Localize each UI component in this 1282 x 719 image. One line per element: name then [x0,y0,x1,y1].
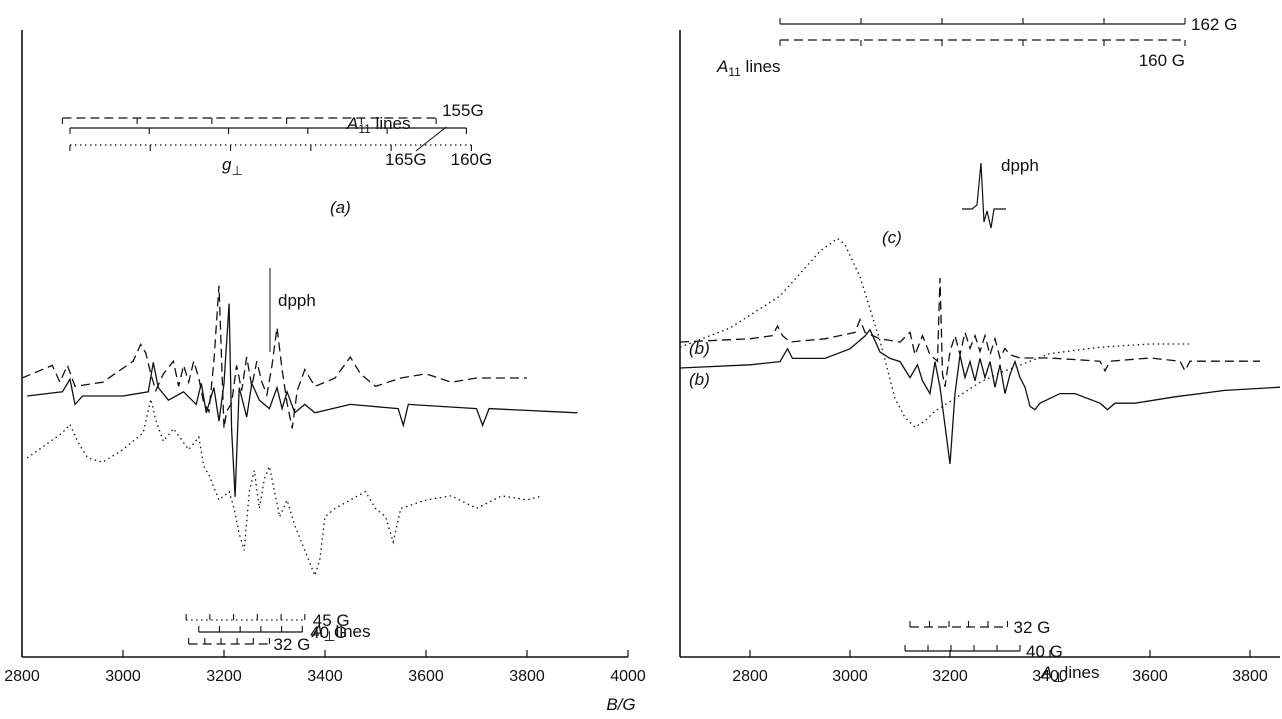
dpph-label-right: dpph [1001,156,1039,175]
a-perp-scale-label: 45 G [313,611,350,630]
a-parallel-scale-label: 155G [442,101,484,120]
a-perp-scale-label: 40 G [310,623,347,642]
dpph-label-left: dpph [278,291,316,310]
a-parallel-pointer [415,126,447,152]
x-tick-label: 4000 [610,668,646,685]
label-a: (a) [330,198,351,217]
x-tick-label: 2800 [732,668,768,685]
left-series [21,285,578,578]
x-tick-label: 2800 [4,668,40,685]
series-line-dashed [21,285,527,429]
a-parallel-scale-label: 165G [385,150,427,169]
a-perp-scale-label: 32 G [1014,618,1051,637]
right-panel: 2800 3000 3200 3400 3600 3800 162 G 160 G 32 G… [679,15,1281,685]
x-tick-label: 3600 [1132,668,1168,685]
series-line-solid [679,328,1281,465]
left-panel: 2800 3000 3200 3400 3600 3800 4000 155G 165G 160… [4,30,646,685]
a-perp-title-left: A⊥lines [311,622,371,644]
series-line-solid [27,303,578,497]
label-b-lower: (b) [689,370,710,389]
right-a-parallel-scales: 162 G 160 G [779,15,1237,70]
right-x-ticks: 2800 3000 3200 3400 3600 3800 [732,650,1268,685]
x-tick-label: 3000 [105,668,141,685]
x-tick-label: 3000 [832,668,868,685]
right-series [679,237,1281,465]
x-tick-label: 3800 [509,668,545,685]
x-tick-label: 3600 [408,668,444,685]
left-a-parallel-scales: 155G 165G 160G [61,101,493,169]
x-tick-label: 3200 [932,668,968,685]
a-parallel-scale-label: 162 G [1191,15,1237,34]
left-a-perp-scales: 45 G40 G32 G [185,611,350,654]
left-x-ticks: 2800 3000 3200 3400 3600 3800 4000 [4,650,646,685]
x-tick-label: 3400 [307,668,343,685]
a-perp-title-right: A⊥lines [1040,663,1100,685]
dpph-signal-right [962,162,1006,229]
x-tick-label: 3400 [1032,668,1068,685]
series-line-dotted [26,399,543,578]
g-perp-label: g⊥ [222,155,243,178]
x-tick-label: 3200 [206,668,242,685]
a-parallel-scale-label: 160G [451,150,493,169]
a-perp-scale-label: 32 G [273,635,310,654]
x-tick-label: 3800 [1232,668,1268,685]
series-line-dashed [679,277,1260,387]
label-b-upper: (b) [689,339,710,358]
a-perp-scale-label: 40 G [1026,642,1063,661]
a-parallel-scale-label: 160 G [1139,51,1185,70]
a-parallel-title-right: A11 lines [716,57,781,79]
right-a-perp-scales: 32 G 40 G [904,618,1063,661]
series-line-dotted [679,237,1190,429]
a-parallel-title-left: A11 lines [346,114,411,136]
x-axis-label: B/G [606,695,635,714]
label-c: (c) [882,228,902,247]
